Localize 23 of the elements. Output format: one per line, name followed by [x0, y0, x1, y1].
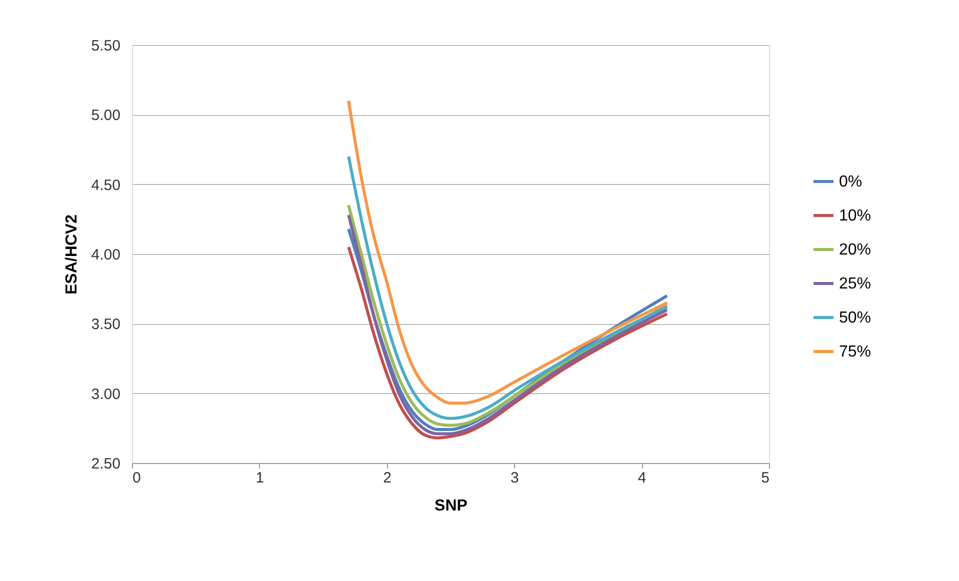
y-axis-title: ESA/HCV2 [63, 214, 80, 295]
x-tick-label: 1 [256, 470, 264, 486]
x-tick-label: 0 [132, 470, 141, 486]
legend-label: 0% [839, 174, 862, 190]
y-tick-label: 3.50 [91, 316, 120, 334]
line-series [347, 154, 669, 420]
y-tick-label: 3.00 [91, 386, 120, 403]
legend-label: 10% [839, 208, 872, 224]
legend-label: 75% [839, 344, 872, 360]
legend-label: 50% [839, 310, 872, 326]
x-tick-label: 2 [383, 470, 392, 486]
legend-label: 25% [839, 276, 872, 292]
y-tick-label: 2.50 [91, 456, 120, 472]
y-tick-label: 5.00 [91, 107, 120, 124]
x-tick-label: 4 [638, 470, 646, 486]
line-series [347, 99, 669, 405]
x-tick-label: 5 [761, 470, 770, 486]
x-tick-label: 3 [510, 470, 519, 486]
y-tick-label: 4.50 [91, 176, 120, 194]
legend-label: 20% [839, 242, 872, 258]
x-axis-title: SNP [434, 498, 468, 514]
y-tick-label: 4.00 [91, 246, 120, 264]
y-tick-label: 5.50 [91, 38, 120, 54]
